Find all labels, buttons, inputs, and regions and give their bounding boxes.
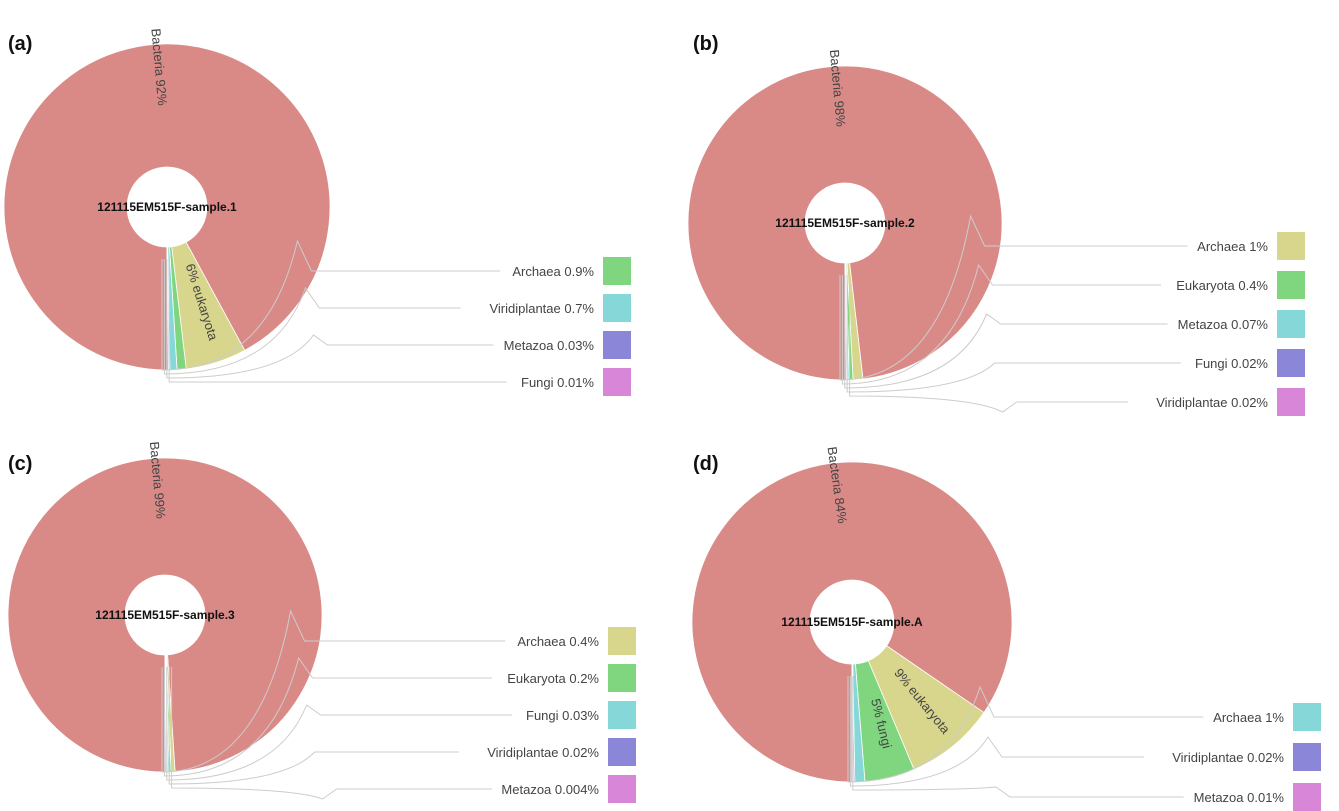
legend-entry: Metazoa 0.03%: [504, 338, 595, 353]
center-label: 121115EM515F-sample.A: [781, 615, 923, 629]
slice-label-bacteria: Bacteria 98%: [827, 49, 849, 128]
legend-swatch: [608, 701, 636, 729]
panel-label: (d): [693, 453, 719, 475]
leader-line: [849, 676, 1144, 787]
legend-entry: Metazoa 0.01%: [1194, 790, 1285, 805]
legend-swatch: [608, 738, 636, 766]
panel-label: (a): [8, 33, 32, 55]
leader-line: [163, 656, 492, 777]
leader-line: [847, 676, 1204, 783]
leader-line: [852, 676, 1184, 798]
leader-line: [844, 275, 1168, 389]
legend-swatch: [1277, 388, 1305, 416]
legend-entry: Metazoa 0.004%: [501, 782, 599, 797]
leader-line: [161, 609, 506, 773]
legend-swatch: [603, 331, 631, 359]
legend-swatch: [1293, 783, 1321, 811]
leader-line: [846, 275, 1181, 393]
legend-swatch: [1293, 703, 1321, 731]
pie-slice-bacteria: [3, 43, 331, 371]
legend-swatch: [603, 257, 631, 285]
pie-panel-2: (b) 121115EM515F-sample.2 Bacteria 98% Arch…: [687, 33, 1305, 416]
leader-line: [849, 275, 1128, 413]
leader-line: [839, 214, 1188, 381]
leader-line: [161, 239, 501, 371]
slice-label-bacteria: Bacteria 92%: [148, 28, 170, 107]
legend-entry: Metazoa 0.07%: [1178, 317, 1269, 332]
legend-swatch: [1277, 271, 1305, 299]
panel-label: (b): [693, 33, 719, 55]
legend-entry: Eukaryota 0.4%: [1176, 278, 1268, 293]
pie-slice-bacteria: [687, 65, 1003, 381]
center-label: 121115EM515F-sample.2: [775, 216, 915, 230]
leader-line: [163, 259, 461, 375]
legend-swatch: [1293, 743, 1321, 771]
legend-swatch: [603, 368, 631, 396]
legend-swatch: [1277, 310, 1305, 338]
legend-entry: Archaea 1%: [1197, 239, 1268, 254]
leader-line: [168, 259, 507, 383]
legend-swatch: [1277, 349, 1305, 377]
slice-label-bacteria: Bacteria 99%: [147, 441, 169, 520]
pie-slice-bacteria: [7, 457, 323, 773]
legend-entry: Fungi 0.01%: [521, 375, 594, 390]
legend-entry: Archaea 0.9%: [512, 264, 594, 279]
legend-entry: Fungi 0.02%: [1195, 356, 1268, 371]
leader-line: [841, 263, 1161, 385]
leader-line: [168, 667, 459, 785]
legend-swatch: [603, 294, 631, 322]
leader-line: [171, 667, 492, 800]
center-label: 121115EM515F-sample.3: [95, 608, 235, 622]
legend-entry: Eukaryota 0.2%: [507, 671, 599, 686]
legend-entry: Archaea 1%: [1213, 710, 1284, 725]
pie-panel-3: (c) 121115EM515F-sample.3 Bacteria 99% Arch…: [7, 441, 636, 803]
legend-swatch: [608, 664, 636, 692]
legend-entry: Viridiplantae 0.02%: [1172, 750, 1284, 765]
legend-swatch: [608, 627, 636, 655]
legend-entry: Viridiplantae 0.7%: [489, 301, 594, 316]
leader-line: [166, 259, 494, 379]
legend-entry: Viridiplantae 0.02%: [1156, 395, 1268, 410]
legend-entry: Viridiplantae 0.02%: [487, 745, 599, 760]
pie-slice-bacteria: [691, 461, 1013, 783]
legend-swatch: [608, 775, 636, 803]
legend-entry: Fungi 0.03%: [526, 708, 599, 723]
legend-swatch: [1277, 232, 1305, 260]
center-label: 121115EM515F-sample.1: [97, 200, 237, 214]
panel-label: (c): [8, 453, 32, 475]
leader-line: [166, 667, 512, 781]
legend-entry: Archaea 0.4%: [517, 634, 599, 649]
